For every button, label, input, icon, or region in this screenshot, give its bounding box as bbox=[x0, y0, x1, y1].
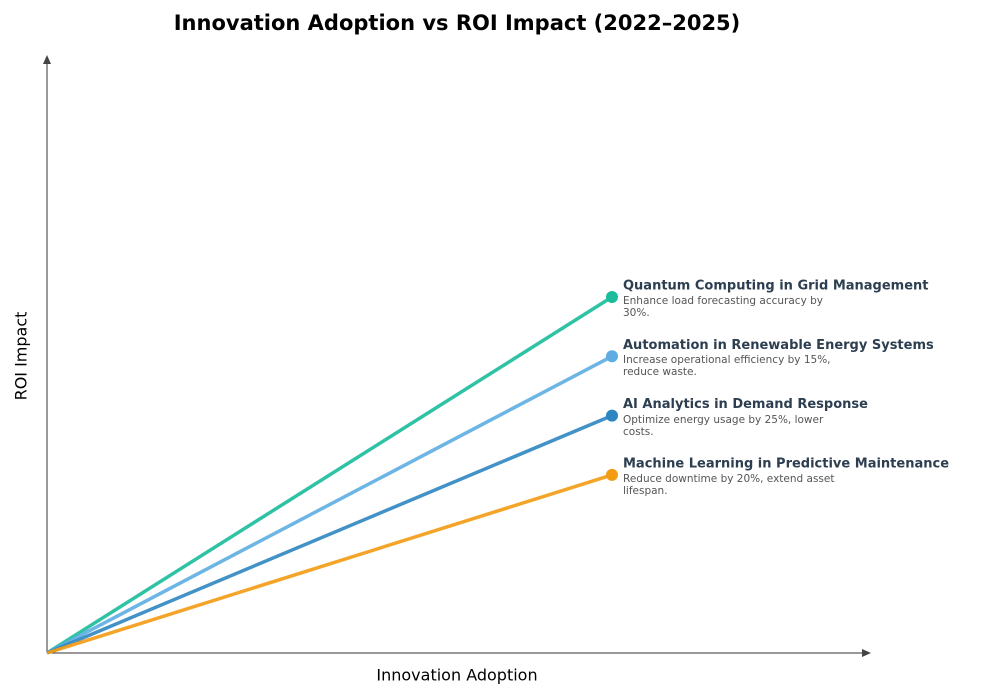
node-label: Machine Learning in Predictive Maintenan… bbox=[623, 456, 949, 471]
node-description: Reduce downtime by 20%, extend asset lif… bbox=[623, 472, 835, 497]
node-label: Automation in Renewable Energy Systems bbox=[623, 338, 934, 353]
lines: Quantum Computing in Grid ManagementEnha… bbox=[46, 279, 949, 655]
x-axis-label: Innovation Adoption bbox=[376, 666, 537, 685]
y-axis-label: ROI Impact bbox=[12, 312, 31, 401]
trend-line bbox=[46, 413, 613, 655]
end-point bbox=[606, 291, 618, 303]
trend-line bbox=[46, 295, 613, 655]
node-description-box: Reduce downtime by 20%, extend asset lif… bbox=[623, 472, 835, 497]
node-description-box: Optimize energy usage by 25%, lower cost… bbox=[623, 413, 824, 438]
node-description-box: Increase operational efficiency by 15%, … bbox=[623, 354, 831, 379]
y-axis-arrow bbox=[43, 55, 51, 64]
trend-line bbox=[46, 473, 613, 655]
node-description-box: Enhance load forecasting accuracy by 30%… bbox=[623, 295, 824, 319]
x-axis-arrow bbox=[862, 649, 871, 657]
node-label: AI Analytics in Demand Response bbox=[623, 397, 868, 412]
trend-line bbox=[46, 354, 613, 655]
end-point bbox=[606, 409, 618, 422]
end-point bbox=[606, 350, 618, 363]
title: Innovation Adoption vs ROI Impact (2022–… bbox=[174, 11, 741, 35]
node-description: Optimize energy usage by 25%, lower cost… bbox=[623, 413, 824, 438]
node-label: Quantum Computing in Grid Management bbox=[623, 279, 929, 294]
end-point bbox=[606, 468, 618, 481]
node-description: Increase operational efficiency by 15%, … bbox=[623, 354, 831, 379]
node-description: Enhance load forecasting accuracy by 30%… bbox=[623, 295, 824, 319]
